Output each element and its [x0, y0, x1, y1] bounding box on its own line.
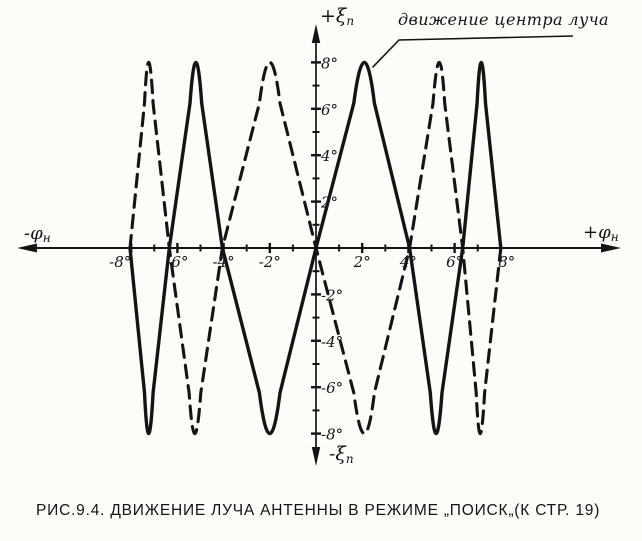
y-tick-label: -2° [321, 286, 343, 304]
y-axis-top-label-sub: п [346, 14, 355, 28]
y-axis-top-label: +ξп [320, 5, 355, 28]
y-tick-label: 4° [320, 147, 338, 165]
y-axis-up-arrow [311, 24, 321, 43]
y-axis-down-arrow [311, 447, 321, 466]
y-tick-label: 6° [321, 101, 338, 119]
x-tick-label: -8° [109, 253, 131, 271]
x-axis-right-arrow [601, 243, 621, 253]
figure-caption: РИС.9.4. ДВИЖЕНИЕ ЛУЧА АНТЕННЫ В РЕЖИМЕ … [36, 502, 601, 519]
x-axis-left-label: -φн [24, 223, 51, 245]
beam-center-annotation: движение центра луча [398, 10, 609, 29]
y-tick-label: -4° [321, 333, 343, 351]
x-axis-right-label-sub: н [610, 230, 619, 244]
y-tick-label: -8° [321, 426, 343, 444]
x-tick-label: 8° [498, 253, 515, 271]
x-tick-label: 2° [353, 253, 371, 271]
x-axis-left-arrow [17, 243, 37, 253]
y-tick-label: 8° [321, 54, 338, 72]
y-axis-top-label-base: +ξ [320, 5, 347, 27]
x-tick-label: -2° [259, 253, 281, 271]
annotation-leader-line [371, 35, 574, 68]
y-axis-bottom-label-base: -ξ [329, 443, 346, 465]
y-tick-label: -6° [321, 379, 343, 397]
y-axis-bottom-label: -ξп [329, 443, 354, 466]
x-axis-left-label-base: -φ [24, 223, 43, 244]
x-axis-right-label-base: +φ [583, 222, 611, 243]
x-axis-left-label-sub: н [42, 231, 51, 245]
x-axis-right-label: +φн [583, 222, 619, 244]
y-axis-bottom-label-sub: п [345, 452, 354, 466]
x-tick-label: -4° [213, 253, 235, 271]
beam-path-dashed-curve [128, 61, 503, 435]
